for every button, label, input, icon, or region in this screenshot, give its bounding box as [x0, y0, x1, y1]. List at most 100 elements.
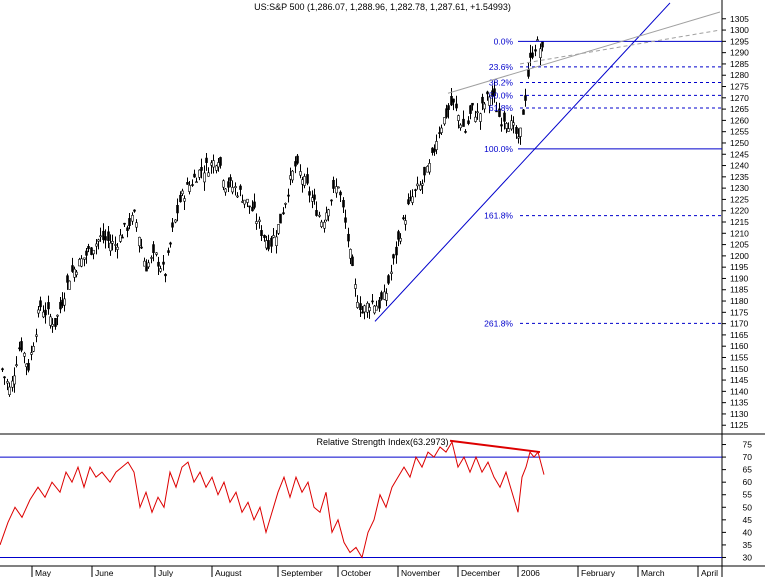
candle-body [128, 218, 131, 227]
rsi-y-tick-label: 35 [743, 540, 753, 550]
price-y-tick-label: 1140 [730, 386, 749, 396]
candle-body [356, 302, 359, 308]
candle-body [30, 352, 33, 355]
candle-body [323, 221, 326, 229]
candle-body [135, 222, 138, 228]
candle-body [227, 181, 230, 188]
candle-body [71, 265, 74, 272]
candle-body [371, 300, 374, 303]
rsi-panel [0, 439, 722, 559]
candle-body [95, 243, 98, 247]
price-y-tick-label: 1305 [730, 14, 749, 24]
candle-body [471, 102, 474, 106]
candle-body [299, 171, 302, 176]
fib-label: 261.8% [484, 318, 513, 328]
candle-body [440, 127, 443, 133]
candle-body [32, 346, 35, 352]
candle-body [534, 49, 537, 52]
candle-body [378, 299, 381, 309]
candle-body [284, 203, 287, 205]
price-y-tick-label: 1205 [730, 240, 749, 250]
candle-body [47, 302, 50, 310]
candle-body [527, 69, 530, 77]
candle-body [133, 209, 136, 212]
candle-body [66, 275, 69, 283]
candle-body [390, 271, 393, 274]
candle-body [275, 236, 278, 246]
candle-body [37, 309, 40, 314]
candle-body [3, 376, 6, 379]
candle-body [203, 172, 206, 183]
candle-body [464, 131, 467, 133]
candle-body [191, 184, 194, 186]
rsi-y-tick-label: 40 [743, 527, 753, 537]
candle-body [303, 176, 306, 186]
candle-body [347, 233, 350, 242]
candle-body [143, 260, 146, 267]
candle-body [198, 169, 201, 178]
price-y-tick-label: 1215 [730, 217, 749, 227]
candle-body [428, 163, 431, 173]
candle-body [500, 124, 503, 127]
candle-body [402, 217, 405, 220]
candle-body [457, 115, 460, 121]
candle-body [469, 105, 472, 114]
candle-body [162, 261, 165, 265]
candle-body [541, 41, 544, 48]
fib-label: 61.8% [489, 103, 514, 113]
candle-body [23, 352, 26, 357]
rsi-y-tick-label: 45 [743, 515, 753, 525]
candle-body [445, 108, 448, 118]
candle-body [519, 127, 522, 137]
candle-body [152, 244, 155, 253]
candle-body [205, 157, 208, 163]
price-y-tick-label: 1135 [730, 398, 749, 408]
fib-label: 23.6% [489, 62, 514, 72]
candle-body [306, 174, 309, 184]
candle-body [419, 184, 422, 190]
candle-body [279, 213, 282, 224]
candle-body [234, 186, 237, 189]
price-y-tick-label: 1270 [730, 93, 749, 103]
price-y-tick-label: 1170 [730, 319, 749, 329]
candle-body [224, 188, 227, 193]
candle-body [215, 165, 218, 171]
price-y-tick-label: 1235 [730, 172, 749, 182]
x-tick-label: July [158, 568, 174, 577]
candle-body [169, 242, 172, 245]
candle-body [488, 96, 491, 106]
fib-label: 161.8% [484, 211, 513, 221]
candle-body [385, 293, 388, 301]
candle-body [486, 91, 489, 95]
price-panel: 0.0% 23.6% 38.2% 50.0% 61.8% 100.0% 161.8% 261.… [1, 2, 722, 397]
price-y-tick-label: 1200 [730, 251, 749, 261]
price-y-tick-label: 1255 [730, 127, 749, 137]
candle-body [193, 173, 196, 178]
candle-body [111, 241, 114, 244]
candle-body [236, 195, 239, 198]
x-tick-label: September [281, 568, 323, 577]
candle-body [320, 221, 323, 227]
candle-body [315, 210, 318, 216]
price-y-tick-label: 1230 [730, 183, 749, 193]
candle-body [539, 48, 542, 58]
candle-body [399, 238, 402, 242]
candle-body [253, 201, 256, 208]
candle-body [131, 215, 134, 222]
candle-body [330, 199, 333, 202]
candle-body [272, 235, 275, 238]
candle-body [109, 242, 112, 252]
price-y-tick-label: 1145 [730, 375, 749, 385]
candle-body [164, 273, 167, 277]
candle-body [171, 222, 174, 228]
candle-body [35, 334, 38, 337]
candle-body [368, 307, 371, 312]
candle-body [332, 179, 335, 189]
candle-body [186, 182, 189, 185]
rsi-chart-title: Relative Strength Index(63.2973) [316, 437, 449, 447]
candle-body [188, 185, 191, 192]
candle-body [119, 234, 122, 242]
candle-body [344, 217, 347, 223]
candle-body [83, 257, 86, 260]
